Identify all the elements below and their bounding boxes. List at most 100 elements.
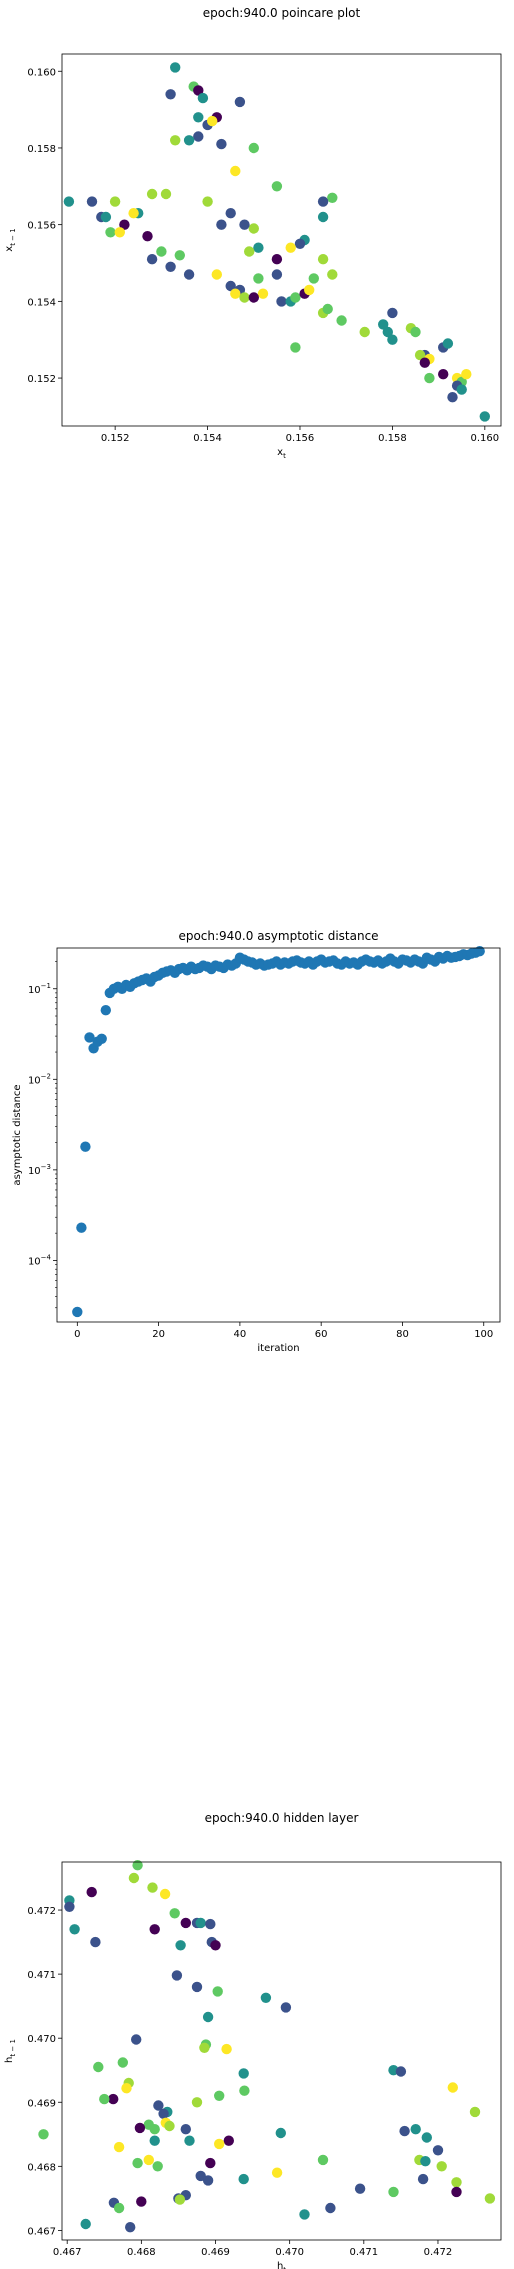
x-tick-label-1-3: 60	[315, 1329, 328, 1340]
data-point-2-72	[271, 2167, 283, 2178]
data-point-2-10	[195, 1917, 206, 1929]
x-tick-label-0-0: 0.152	[101, 433, 130, 444]
data-point-0-15	[230, 165, 241, 177]
x-tick-label-1-2: 40	[234, 1329, 247, 1340]
data-point-0-59	[248, 292, 259, 303]
data-point-2-45	[134, 2122, 146, 2134]
data-point-0-87	[461, 369, 472, 380]
data-point-0-16	[271, 181, 283, 192]
data-point-2-68	[205, 2157, 216, 2169]
data-point-2-19	[191, 1981, 203, 1993]
y-tick-label-1-0: 10−4	[28, 1253, 52, 1267]
data-point-2-65	[317, 2154, 329, 2166]
x-tick-label-2-4: 0.471	[349, 2247, 378, 2258]
y-tick-label-1-2: 10−2	[28, 1072, 51, 1086]
data-point-0-42	[285, 242, 296, 253]
data-point-0-47	[174, 250, 185, 261]
data-point-2-50	[447, 2082, 458, 2093]
data-point-1-99	[474, 946, 485, 957]
data-point-2-82	[174, 2194, 186, 2205]
data-point-2-7	[169, 1908, 180, 1919]
y-tick-label-2-3: 0.470	[27, 2034, 56, 2045]
chart-title-0: epoch:940.0 poincare plot	[203, 6, 361, 20]
data-point-2-16	[90, 1936, 101, 1948]
data-point-2-64	[152, 2161, 163, 2172]
chart-title-1: epoch:940.0 asymptotic distance	[178, 929, 378, 943]
data-point-0-55	[225, 280, 236, 292]
x-tick-label-1-0: 0	[74, 1329, 80, 1340]
data-point-0-41	[294, 238, 306, 249]
data-point-2-60	[421, 2132, 432, 2143]
data-point-2-28	[93, 2061, 104, 2073]
data-point-2-67	[420, 2156, 431, 2167]
data-point-0-91	[479, 411, 490, 422]
x-tick-label-0-3: 0.158	[378, 433, 407, 444]
data-point-0-64	[304, 284, 315, 296]
data-point-2-12	[69, 1924, 80, 1935]
data-point-2-85	[325, 2202, 336, 2214]
data-point-0-50	[211, 269, 222, 280]
y-tick-label-0-0: 0.152	[27, 374, 56, 385]
data-point-2-78	[451, 2186, 462, 2198]
data-point-2-31	[395, 2066, 407, 2077]
data-point-0-90	[447, 392, 458, 403]
data-point-2-38	[191, 2097, 203, 2108]
data-point-2-75	[354, 2183, 366, 2194]
data-point-2-86	[299, 2209, 310, 2220]
x-tick-label-0-1: 0.154	[193, 433, 222, 444]
data-point-2-21	[260, 1992, 272, 2004]
data-point-2-36	[108, 2093, 119, 2105]
data-point-0-35	[128, 208, 139, 219]
data-point-2-70	[202, 2175, 214, 2186]
data-point-0-36	[142, 231, 153, 242]
data-point-2-63	[132, 2157, 143, 2169]
data-point-2-71	[238, 2173, 249, 2185]
data-point-0-53	[327, 269, 338, 280]
data-point-1-0	[72, 1306, 83, 1318]
data-point-0-83	[438, 369, 449, 380]
data-point-0-13	[248, 142, 259, 154]
y-axis-label-0: xt − 1	[4, 228, 17, 251]
data-point-1-1	[76, 1222, 87, 1233]
data-point-0-12	[216, 138, 227, 150]
data-point-2-53	[223, 2135, 234, 2146]
x-tick-label-0-2: 0.156	[286, 433, 315, 444]
data-point-0-75	[410, 326, 421, 338]
y-tick-label-0-3: 0.158	[27, 144, 56, 155]
data-point-0-11	[183, 135, 195, 146]
x-tick-label-2-2: 0.469	[201, 2247, 230, 2258]
data-point-2-24	[131, 2034, 142, 2045]
y-tick-label-2-0: 0.467	[27, 2226, 56, 2237]
data-point-2-11	[205, 1918, 216, 1930]
data-point-0-79	[419, 357, 430, 368]
chart-title-2: epoch:940.0 hidden layer	[205, 1811, 359, 1825]
data-point-0-34	[114, 227, 126, 238]
data-point-0-30	[160, 188, 172, 200]
data-point-2-13	[149, 1924, 160, 1935]
data-point-0-73	[387, 334, 398, 345]
x-axis-label-2: ht	[277, 2261, 286, 2269]
axes-frame-2	[61, 1861, 502, 2241]
data-point-0-33	[105, 227, 116, 238]
data-point-0-45	[146, 254, 158, 265]
data-point-2-5	[64, 1901, 75, 1913]
data-point-2-22	[202, 2011, 214, 2023]
data-point-0-57	[239, 292, 250, 303]
data-point-2-32	[238, 2068, 249, 2079]
x-tick-label-2-5: 0.472	[424, 2247, 453, 2258]
data-point-0-67	[322, 303, 333, 315]
data-point-2-46	[149, 2124, 160, 2135]
data-point-2-29	[117, 2057, 128, 2068]
y-tick-label-2-5: 0.472	[27, 1906, 56, 1917]
data-point-0-19	[86, 196, 98, 207]
data-point-2-18	[171, 1970, 183, 1981]
x-tick-label-1-5: 100	[474, 1329, 493, 1340]
data-point-2-56	[149, 2135, 160, 2146]
y-axis-label-2: ht − 1	[4, 2039, 17, 2063]
data-point-2-17	[175, 1940, 186, 1951]
data-point-0-46	[156, 246, 167, 257]
data-point-2-27	[221, 2043, 232, 2055]
data-point-0-22	[317, 196, 329, 207]
y-axis-label-1: asymptotic distance	[12, 1084, 23, 1185]
y-tick-label-1-3: 10−1	[28, 982, 51, 996]
